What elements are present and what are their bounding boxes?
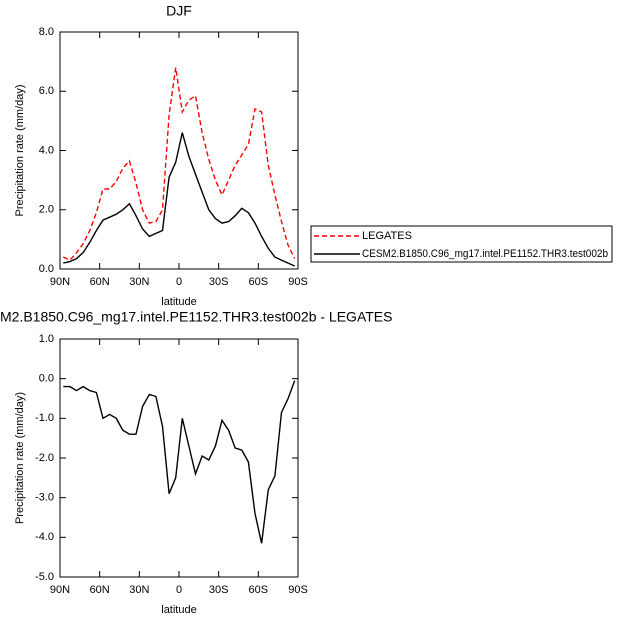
chart-title: DJF	[166, 3, 192, 19]
chart-title: M2.B1850.C96_mg17.intel.PE1152.THR3.test…	[0, 309, 392, 325]
y-tick-label: -3.0	[35, 492, 54, 504]
x-tick-label: 90S	[288, 584, 308, 596]
x-tick-label: 30S	[209, 276, 229, 288]
x-tick-label: 60S	[249, 276, 269, 288]
x-tick-label: 90N	[50, 584, 70, 596]
y-tick-label: -4.0	[35, 531, 54, 543]
y-tick-label: 4.0	[39, 144, 54, 156]
y-tick-label: 0.0	[39, 373, 54, 385]
x-tick-label: 60S	[249, 584, 269, 596]
y-axis-label: Precipitation rate (mm/day)	[14, 84, 26, 216]
series-line	[63, 67, 296, 261]
x-tick-label: 30N	[129, 584, 149, 596]
y-tick-label: 1.0	[39, 333, 54, 345]
y-tick-label: 0.0	[39, 263, 54, 275]
x-tick-label: 90N	[50, 276, 70, 288]
x-tick-label: 0	[176, 276, 182, 288]
x-axis-label: latitude	[161, 604, 196, 616]
series-line	[63, 132, 295, 267]
y-tick-label: 2.0	[39, 204, 54, 216]
y-axis-label: Precipitation rate (mm/day)	[14, 392, 26, 524]
x-tick-label: 60N	[90, 584, 110, 596]
x-tick-label: 30S	[209, 584, 229, 596]
y-tick-label: -5.0	[35, 571, 54, 583]
series-line	[63, 380, 296, 544]
legend-box	[310, 225, 613, 263]
x-tick-label: 60N	[90, 276, 110, 288]
x-axis-label: latitude	[161, 296, 196, 308]
legend-label: CESM2.B1850.C96_mg17.intel.PE1152.THR3.t…	[362, 248, 608, 260]
y-tick-label: -1.0	[35, 412, 54, 424]
x-tick-label: 0	[176, 584, 182, 596]
x-tick-label: 90S	[288, 276, 308, 288]
y-tick-label: 6.0	[39, 85, 54, 97]
y-tick-label: -2.0	[35, 452, 54, 464]
y-tick-label: 8.0	[39, 26, 54, 38]
x-tick-label: 30N	[129, 276, 149, 288]
legend-label: LEGATES	[362, 230, 412, 242]
